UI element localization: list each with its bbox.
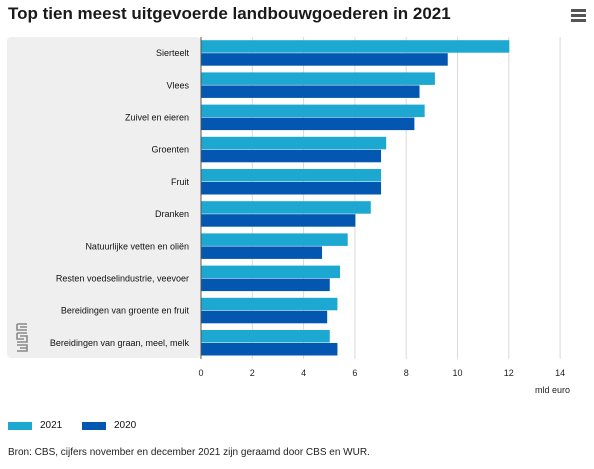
legend-item-2021[interactable]: 2021: [8, 420, 62, 431]
bar-2020: [201, 53, 448, 66]
category-label: Natuurlijke vetten en oliën: [85, 241, 189, 251]
legend-swatch-2020: [82, 421, 106, 430]
bar-2021: [201, 330, 330, 343]
bar-2020: [201, 182, 382, 195]
bar-2021: [201, 265, 341, 279]
legend-swatch-2021: [8, 421, 32, 430]
x-tick-label: 4: [301, 368, 306, 378]
legend-item-2020[interactable]: 2020: [82, 420, 136, 431]
bar-2021: [201, 297, 338, 311]
bar-2021: [201, 201, 371, 214]
category-label: Resten voedselindustrie, veevoer: [56, 274, 189, 284]
x-tick-label: 14: [555, 368, 565, 378]
category-label: Zuivel en eieren: [125, 113, 189, 123]
category-labels: Sierteelt Vlees Zuivel en eieren Groenten Fr…: [50, 48, 190, 348]
legend-label-2021: 2021: [40, 420, 63, 431]
category-label-band: [7, 37, 201, 358]
x-tick-label: 8: [404, 368, 409, 378]
category-label: Bereidingen van groente en fruit: [61, 306, 190, 316]
source-note: Bron: CBS, cijfers november en december …: [8, 447, 370, 458]
grid-lines: [251, 37, 561, 359]
category-label: Groenten: [151, 145, 189, 155]
bar-2020: [201, 278, 330, 292]
bar-2020: [201, 343, 338, 356]
hamburger-menu-icon[interactable]: [571, 9, 586, 22]
bar-2020: [201, 246, 323, 259]
bar-2021: [201, 104, 425, 118]
legend-label-2020: 2020: [114, 420, 137, 431]
x-tick-label: 2: [250, 368, 255, 378]
bar-2020: [201, 85, 420, 98]
category-label: Fruit: [171, 177, 189, 187]
bar-2021: [201, 136, 387, 150]
x-axis-ticks: 0 2 4 6 8 10 12 14: [198, 368, 565, 378]
category-label: Bereidingen van graan, meel, melk: [50, 338, 190, 348]
bars: [201, 40, 510, 356]
chart-title: Top tien meest uitgevoerde landbouwgoede…: [8, 4, 451, 23]
bar-2021: [201, 72, 435, 85]
x-tick-label: 12: [504, 368, 514, 378]
cbs-logo-icon: [16, 323, 28, 352]
bar-2020: [201, 214, 356, 227]
x-tick-label: 6: [352, 368, 357, 378]
bar-2020: [201, 310, 328, 324]
x-axis-unit-label: mld euro: [535, 385, 571, 395]
x-tick-label: 10: [452, 368, 462, 378]
x-tick-label: 0: [198, 368, 203, 378]
bar-2021: [201, 40, 510, 53]
bar-2021: [201, 169, 382, 182]
category-label: Sierteelt: [156, 48, 190, 58]
bar-2021: [201, 233, 348, 246]
category-label: Vlees: [166, 80, 189, 90]
category-label: Dranken: [155, 209, 189, 219]
bar-2020: [201, 117, 415, 131]
bar-2020: [201, 149, 382, 163]
